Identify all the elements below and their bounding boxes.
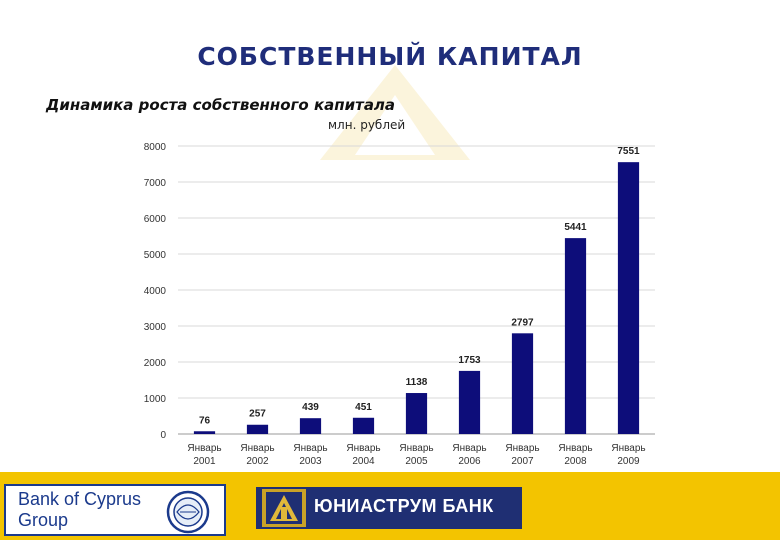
x-tick-label: 2005 — [405, 456, 428, 467]
x-tick-label: Январь — [346, 443, 380, 454]
y-tick-label: 3000 — [144, 322, 167, 333]
x-tick-label: 2003 — [299, 456, 322, 467]
bank-seal-icon — [166, 490, 210, 534]
uniastrum-bank-logo: ЮНИАСТРУМ БАНК — [256, 487, 522, 529]
data-label: 7551 — [617, 146, 640, 157]
y-tick-label: 6000 — [144, 214, 167, 225]
y-tick-label: 7000 — [144, 178, 167, 189]
x-tick-label: 2006 — [458, 456, 481, 467]
x-tick-label: Январь — [293, 443, 327, 454]
x-tick-label: Январь — [452, 443, 486, 454]
y-tick-label: 1000 — [144, 394, 167, 405]
data-label: 1138 — [406, 377, 428, 388]
bar — [511, 333, 534, 434]
y-tick-label: 5000 — [144, 250, 167, 261]
bar — [617, 162, 640, 434]
bar — [352, 417, 375, 434]
x-tick-label: Январь — [187, 443, 221, 454]
equity-bar-chart: 0 1000 2000 3000 4000 5000 6000 7000 8000 76 Январ… — [144, 142, 655, 467]
bank-of-cyprus-wordmark: Bank of Cyprus Group — [18, 489, 142, 530]
bank-of-cyprus-logo: Bank of Cyprus Group — [4, 484, 226, 536]
x-tick-label: 2001 — [193, 456, 216, 467]
bar — [458, 370, 481, 434]
data-label: 76 — [199, 415, 211, 426]
bar — [405, 393, 428, 434]
y-tick-label: 0 — [160, 430, 166, 441]
y-tick-label: 2000 — [144, 358, 167, 369]
uniastrum-bank-wordmark: ЮНИАСТРУМ БАНК — [314, 496, 494, 516]
data-label: 5441 — [564, 222, 587, 233]
x-tick-label: Январь — [399, 443, 433, 454]
data-label: 2797 — [511, 317, 534, 328]
data-label: 1753 — [458, 355, 481, 366]
x-tick-label: 2007 — [511, 456, 534, 467]
x-tick-label: Январь — [240, 443, 274, 454]
x-tick-label: 2004 — [352, 456, 375, 467]
x-tick-label: Январь — [505, 443, 539, 454]
chart-subtitle: Динамика роста собственного капитала — [46, 96, 396, 114]
bar — [564, 238, 587, 434]
bar — [299, 418, 322, 434]
x-tick-label: 2002 — [246, 456, 269, 467]
data-label: 257 — [249, 409, 266, 420]
x-tick-label: 2008 — [564, 456, 587, 467]
y-tick-label: 8000 — [144, 142, 167, 153]
bar — [246, 424, 269, 434]
data-label: 451 — [355, 402, 372, 413]
page-title: СОБСТВЕННЫЙ КАПИТАЛ — [197, 42, 583, 71]
watermark-logo — [320, 65, 470, 160]
bar — [193, 431, 216, 434]
x-tick-label: Январь — [611, 443, 645, 454]
y-tick-label: 4000 — [144, 286, 167, 297]
uniastrum-emblem-icon — [262, 489, 306, 527]
x-tick-label: 2009 — [617, 456, 640, 467]
data-label: 439 — [302, 402, 319, 413]
footer-band: Bank of Cyprus Group ЮНИАСТРУМ БАНК — [0, 472, 780, 540]
x-tick-label: Январь — [558, 443, 592, 454]
units-label: млн. рублей — [328, 118, 406, 132]
